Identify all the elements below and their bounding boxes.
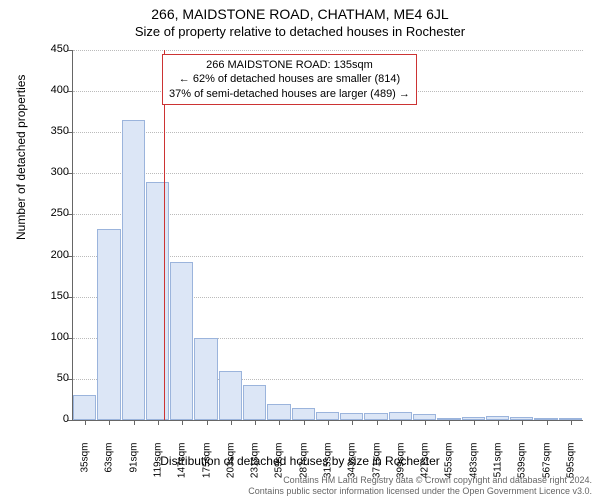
x-tick-mark (109, 420, 110, 425)
histogram-bar (267, 404, 290, 420)
x-tick-mark (134, 420, 135, 425)
gridline (73, 132, 583, 133)
gridline (73, 173, 583, 174)
footer-line-2: Contains public sector information licen… (248, 486, 592, 497)
gridline (73, 50, 583, 51)
page-title-address: 266, MAIDSTONE ROAD, CHATHAM, ME4 6JL (0, 0, 600, 22)
annotation-line-3: 37% of semi-detached houses are larger (… (169, 87, 410, 101)
y-tick-label: 400 (29, 84, 69, 96)
histogram-bar (243, 385, 266, 420)
page-subtitle: Size of property relative to detached ho… (0, 22, 600, 39)
histogram-bar (292, 408, 315, 420)
x-tick-mark (231, 420, 232, 425)
y-tick-label: 0 (29, 413, 69, 425)
x-tick-mark (401, 420, 402, 425)
histogram-bar (97, 229, 120, 420)
footer-line-1: Contains HM Land Registry data © Crown c… (248, 475, 592, 486)
x-tick-mark (377, 420, 378, 425)
y-tick-label: 350 (29, 125, 69, 137)
footer-attribution: Contains HM Land Registry data © Crown c… (248, 475, 592, 497)
x-tick-mark (158, 420, 159, 425)
x-tick-mark (522, 420, 523, 425)
reference-line (164, 50, 165, 420)
x-tick-mark (474, 420, 475, 425)
histogram-bar (146, 182, 169, 420)
annotation-line-2: ← 62% of detached houses are smaller (81… (169, 72, 410, 86)
y-tick-label: 50 (29, 372, 69, 384)
annotation-box: 266 MAIDSTONE ROAD: 135sqm ← 62% of deta… (162, 54, 417, 105)
histogram-bar (122, 120, 145, 420)
x-tick-mark (207, 420, 208, 425)
histogram-bar (316, 412, 339, 420)
y-tick-label: 450 (29, 43, 69, 55)
histogram-bar (170, 262, 193, 420)
plot-area: 05010015020025030035040045035sqm63sqm91s… (72, 50, 583, 421)
histogram-bar (219, 371, 242, 420)
x-tick-mark (182, 420, 183, 425)
x-tick-mark (85, 420, 86, 425)
x-tick-mark (425, 420, 426, 425)
y-tick-label: 250 (29, 207, 69, 219)
x-tick-mark (449, 420, 450, 425)
x-axis-label: Distribution of detached houses by size … (0, 454, 600, 468)
histogram-bar (73, 395, 96, 420)
annotation-line-1: 266 MAIDSTONE ROAD: 135sqm (169, 58, 410, 72)
x-tick-mark (255, 420, 256, 425)
y-tick-label: 300 (29, 166, 69, 178)
x-tick-mark (571, 420, 572, 425)
x-tick-mark (352, 420, 353, 425)
histogram-bar (389, 412, 412, 420)
x-tick-mark (498, 420, 499, 425)
y-axis-label: Number of detached properties (14, 75, 28, 240)
x-tick-mark (328, 420, 329, 425)
y-tick-label: 200 (29, 249, 69, 261)
y-tick-label: 150 (29, 290, 69, 302)
y-tick-label: 100 (29, 331, 69, 343)
x-tick-mark (547, 420, 548, 425)
histogram-bar (194, 338, 217, 420)
x-tick-mark (304, 420, 305, 425)
histogram-chart: 05010015020025030035040045035sqm63sqm91s… (72, 50, 582, 420)
x-tick-mark (279, 420, 280, 425)
